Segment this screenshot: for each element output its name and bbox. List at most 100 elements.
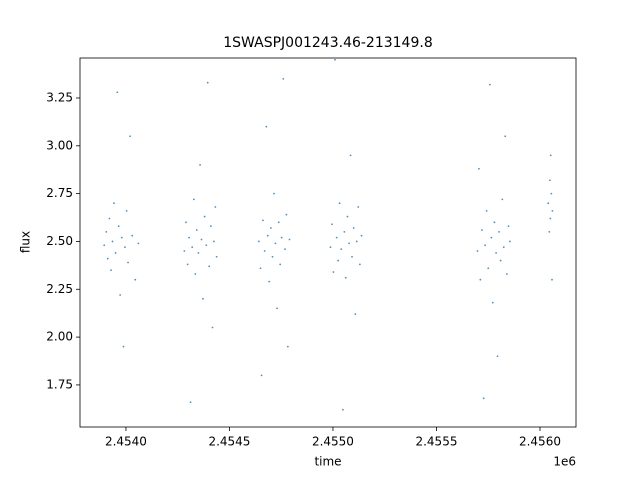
point [268,280,271,283]
point [186,263,189,266]
point [124,246,126,249]
point [335,236,338,239]
chart-title: 1SWASPJ001243.46-213149.8 [223,35,432,51]
point [488,83,491,86]
point [117,225,120,228]
point [285,213,288,216]
point [103,244,106,247]
point [263,250,266,252]
point [279,263,282,266]
point [116,91,119,94]
point [496,355,499,358]
point [329,246,332,249]
point [266,234,269,237]
point [548,230,551,233]
point [355,240,358,243]
plot-frame [79,57,577,428]
point [137,242,140,245]
x-tick-label: 2.4540 [105,435,147,449]
x-tick-label: 2.4560 [519,435,561,449]
x-tick-label: 2.4555 [415,435,457,449]
y-tick-label: 2.75 [46,186,73,200]
point [206,81,209,84]
point [493,221,496,224]
point [203,215,206,218]
point [484,244,487,247]
point [191,246,194,249]
point [352,227,355,229]
point [498,230,500,233]
point [479,278,482,281]
point [549,179,551,182]
point [119,294,122,296]
point [342,408,344,411]
point [197,252,200,254]
point [205,244,208,247]
point [262,219,264,222]
point [208,265,211,268]
point [284,248,286,250]
point [214,206,217,208]
point [334,58,336,61]
point [122,345,125,348]
point [129,135,131,138]
point [331,223,333,226]
point [257,240,260,243]
point [134,278,137,281]
point [343,230,346,233]
point [338,202,341,205]
point [265,125,268,128]
point [509,240,511,243]
point [337,259,340,262]
point [114,252,117,254]
point [288,238,291,241]
point [476,250,479,252]
point [346,215,349,218]
point [269,227,272,229]
point [481,229,483,231]
point [280,236,283,239]
point [549,217,552,220]
y-axis-label: flux [19,231,33,253]
point [202,297,204,300]
x-axis-label: time [314,455,341,469]
y-tick-label: 3.00 [46,138,73,152]
point [507,225,510,228]
y-tick-label: 3.25 [46,90,73,104]
point [499,259,502,262]
point [183,250,186,252]
point [354,313,357,316]
point [200,238,203,241]
point [549,154,552,157]
point [131,234,134,237]
point [360,234,363,237]
point [505,273,508,275]
point [125,209,128,212]
point [106,257,109,260]
point [277,221,280,224]
point [487,267,490,270]
y-tick-label: 1.75 [46,377,73,391]
point [108,217,111,220]
point [551,209,554,212]
point [547,202,550,205]
point [550,192,553,195]
point [504,135,507,138]
point [501,198,504,201]
point [215,255,218,258]
point [502,246,505,249]
y-tick-label: 2.50 [46,234,73,248]
point [478,167,480,170]
point [188,236,190,239]
point [195,229,198,231]
point [340,248,343,250]
point [490,236,493,239]
point [332,271,335,273]
x-tick-label: 2.4550 [312,435,354,449]
point [110,269,112,272]
point [113,202,115,205]
point [551,278,553,281]
point [209,225,212,228]
